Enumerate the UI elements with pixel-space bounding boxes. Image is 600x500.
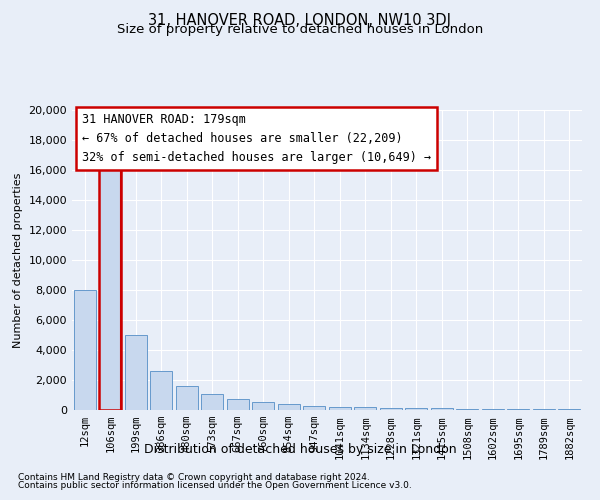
Bar — [227, 399, 248, 410]
Text: Size of property relative to detached houses in London: Size of property relative to detached ho… — [117, 24, 483, 36]
Bar — [355, 407, 376, 410]
Bar — [482, 409, 503, 410]
Bar — [457, 408, 478, 410]
Text: Distribution of detached houses by size in London: Distribution of detached houses by size … — [143, 442, 457, 456]
Bar — [533, 409, 554, 410]
Y-axis label: Number of detached properties: Number of detached properties — [13, 172, 23, 348]
Bar — [406, 408, 427, 410]
Bar — [329, 406, 350, 410]
Bar — [100, 162, 121, 410]
Text: Contains HM Land Registry data © Crown copyright and database right 2024.: Contains HM Land Registry data © Crown c… — [18, 472, 370, 482]
Bar — [176, 386, 197, 410]
Bar — [431, 408, 452, 410]
Text: 31, HANOVER ROAD, LONDON, NW10 3DJ: 31, HANOVER ROAD, LONDON, NW10 3DJ — [149, 12, 452, 28]
Bar — [304, 406, 325, 410]
Text: Contains public sector information licensed under the Open Government Licence v3: Contains public sector information licen… — [18, 481, 412, 490]
Bar — [151, 371, 172, 410]
Bar — [125, 335, 146, 410]
Bar — [508, 409, 529, 410]
Bar — [278, 404, 299, 410]
Bar — [202, 394, 223, 410]
Bar — [74, 290, 95, 410]
Bar — [380, 408, 401, 410]
Text: 31 HANOVER ROAD: 179sqm
← 67% of detached houses are smaller (22,209)
32% of sem: 31 HANOVER ROAD: 179sqm ← 67% of detache… — [82, 113, 431, 164]
Bar — [253, 402, 274, 410]
